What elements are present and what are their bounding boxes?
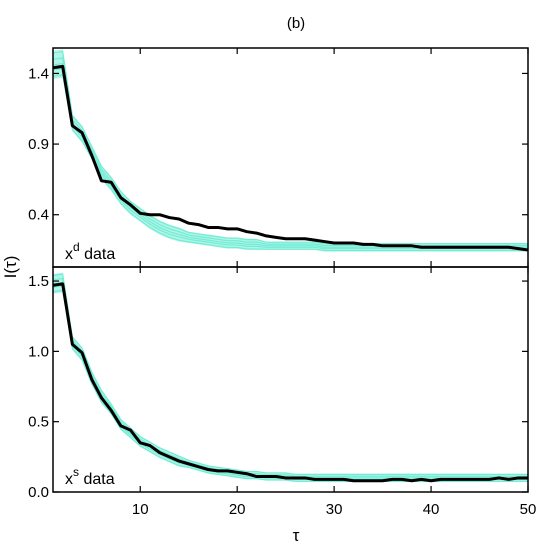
x-tick-label: 30	[326, 501, 343, 518]
surrogate-line-1	[53, 289, 528, 482]
y-tick-label: 0.0	[28, 484, 49, 501]
x-axis-label: τ	[293, 526, 300, 545]
plot-area	[53, 49, 528, 252]
panel-xs-data: 0.0 0.5 1.0 1.5 xs data	[28, 266, 529, 501]
y-tick-label: 1.4	[28, 65, 49, 82]
surrogate-band	[53, 49, 528, 252]
y-tick-label: 1.0	[28, 343, 49, 360]
panel-annotation: xs data	[65, 465, 115, 488]
surrogate-line-2	[53, 285, 528, 481]
axes-frame	[52, 47, 529, 268]
surrogate-line-4	[53, 57, 528, 247]
axes-frame	[52, 266, 529, 493]
y-tick-label: 1.5	[28, 273, 49, 290]
surrogate-line-2	[53, 67, 528, 250]
surrogate-line-5	[53, 273, 528, 475]
data-series-line	[53, 282, 528, 483]
data-series-line	[53, 64, 528, 252]
surrogate-band	[53, 272, 528, 483]
x-axis-tick-labels: 10 20 30 40 50	[132, 501, 536, 518]
y-tick-label: 0.4	[28, 207, 49, 224]
chart-title: (b)	[287, 15, 305, 32]
surrogate-line-3	[53, 62, 528, 248]
panel-annotation: xd data	[65, 240, 115, 263]
surrogate-line-1	[53, 74, 528, 252]
y-tick-label: 0.9	[28, 136, 49, 153]
x-tick-label: 20	[229, 501, 246, 518]
surrogate-line-4	[53, 277, 528, 477]
x-tick-label: 40	[423, 501, 440, 518]
y-tick-label: 0.5	[28, 414, 49, 431]
plot-area	[53, 272, 528, 483]
y-axis-label: I(τ)	[1, 256, 20, 279]
surrogate-line-3	[53, 281, 528, 479]
x-tick-label: 50	[520, 501, 537, 518]
x-tick-label: 10	[132, 501, 149, 518]
panel-xd-data: 0.4 0.9 1.4 xd data	[28, 47, 529, 268]
surrogate-line-5	[53, 50, 528, 245]
